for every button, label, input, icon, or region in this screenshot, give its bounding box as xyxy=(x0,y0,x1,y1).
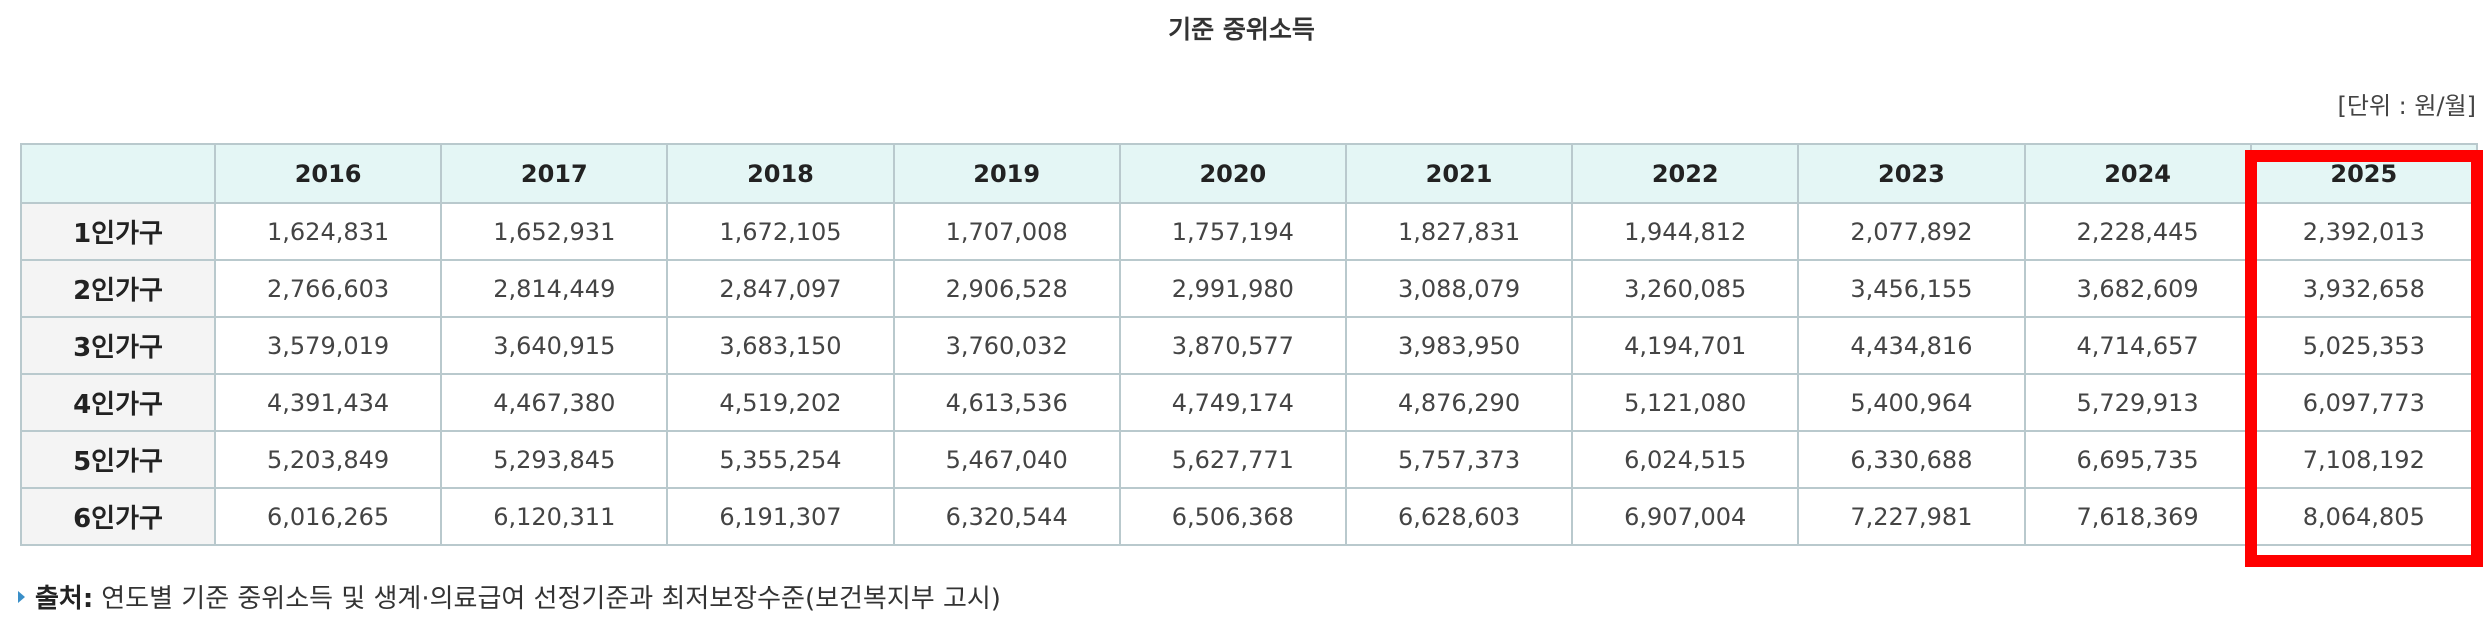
row-label: 1인가구 xyxy=(20,202,216,261)
table-cell: 4,434,816 xyxy=(1797,316,2026,375)
table-cell: 3,983,950 xyxy=(1344,316,1574,375)
table-cell: 3,579,019 xyxy=(213,316,443,375)
table-cell: 1,707,008 xyxy=(892,202,1121,261)
table-cell: 5,400,964 xyxy=(1797,373,2026,432)
table-cell: 5,757,373 xyxy=(1344,430,1574,489)
table-row: 1인가구 1,624,831 1,652,931 1,672,105 1,707… xyxy=(20,202,2478,261)
table-cell: 6,120,311 xyxy=(440,487,669,546)
table-row: 2인가구 2,766,603 2,814,449 2,847,097 2,906… xyxy=(20,259,2478,318)
table-cell: 2,991,980 xyxy=(1118,259,1347,318)
table-cell: 6,024,515 xyxy=(1571,430,1800,489)
table-cell: 3,932,658 xyxy=(2249,259,2478,318)
row-label: 5인가구 xyxy=(20,430,216,489)
table-row: 3인가구 3,579,019 3,640,915 3,683,150 3,760… xyxy=(20,316,2478,375)
table-cell: 7,618,369 xyxy=(2023,487,2252,546)
table-cell: 6,320,544 xyxy=(892,487,1121,546)
table-cell: 4,391,434 xyxy=(213,373,443,432)
table-cell: 5,293,845 xyxy=(440,430,669,489)
source-text: 연도별 기준 중위소득 및 생계·의료급여 선정기준과 최저보장수준(보건복지부… xyxy=(101,584,1001,614)
header-year-2020: 2020 xyxy=(1118,143,1347,204)
table-cell: 3,260,085 xyxy=(1571,259,1800,318)
header-year-2022: 2022 xyxy=(1571,143,1800,204)
table-cell: 5,203,849 xyxy=(213,430,443,489)
table-cell: 2,847,097 xyxy=(666,259,895,318)
table-row: 6인가구 6,016,265 6,120,311 6,191,307 6,320… xyxy=(20,487,2478,546)
header-year-2024: 2024 xyxy=(2023,143,2252,204)
table-cell: 4,714,657 xyxy=(2023,316,2252,375)
table-cell: 6,506,368 xyxy=(1118,487,1347,546)
table-cell: 7,227,981 xyxy=(1797,487,2026,546)
table-cell: 3,456,155 xyxy=(1797,259,2026,318)
header-year-2019: 2019 xyxy=(892,143,1121,204)
source-label: 출처: xyxy=(35,584,94,614)
row-label: 6인가구 xyxy=(20,487,216,546)
table-cell: 2,077,892 xyxy=(1797,202,2026,261)
table-cell: 4,519,202 xyxy=(666,373,895,432)
table-cell: 4,613,536 xyxy=(892,373,1121,432)
table-cell: 2,392,013 xyxy=(2249,202,2478,261)
header-year-2023: 2023 xyxy=(1797,143,2026,204)
table-cell: 8,064,805 xyxy=(2249,487,2478,546)
header-year-2025: 2025 xyxy=(2249,143,2478,204)
table-cell: 5,355,254 xyxy=(666,430,895,489)
median-income-table: 2016 2017 2018 2019 2020 2021 2022 2023 … xyxy=(20,143,2478,546)
table-cell: 6,907,004 xyxy=(1571,487,1800,546)
header-year-2021: 2021 xyxy=(1344,143,1574,204)
table-cell: 3,760,032 xyxy=(892,316,1121,375)
table-cell: 3,870,577 xyxy=(1118,316,1347,375)
table-cell: 5,025,353 xyxy=(2249,316,2478,375)
table-title: 기준 중위소득 xyxy=(1168,15,1315,44)
table-cell: 3,088,079 xyxy=(1344,259,1574,318)
header-corner-cell xyxy=(20,143,216,204)
table-cell: 2,228,445 xyxy=(2023,202,2252,261)
table-cell: 3,640,915 xyxy=(440,316,669,375)
source-note: 출처: 연도별 기준 중위소득 및 생계·의료급여 선정기준과 최저보장수준(보… xyxy=(18,578,1001,615)
table-cell: 6,191,307 xyxy=(666,487,895,546)
table-cell: 6,695,735 xyxy=(2023,430,2252,489)
table-cell: 4,467,380 xyxy=(440,373,669,432)
table-cell: 1,944,812 xyxy=(1571,202,1800,261)
table-cell: 7,108,192 xyxy=(2249,430,2478,489)
header-year-2017: 2017 xyxy=(440,143,669,204)
row-label: 4인가구 xyxy=(20,373,216,432)
triangle-bullet-icon xyxy=(18,590,25,603)
row-label: 2인가구 xyxy=(20,259,216,318)
table-cell: 5,467,040 xyxy=(892,430,1121,489)
table-cell: 1,652,931 xyxy=(440,202,669,261)
row-label: 3인가구 xyxy=(20,316,216,375)
table-cell: 6,330,688 xyxy=(1797,430,2026,489)
table-cell: 5,121,080 xyxy=(1571,373,1800,432)
table-cell: 4,876,290 xyxy=(1344,373,1574,432)
table-cell: 1,827,831 xyxy=(1344,202,1574,261)
table-cell: 3,682,609 xyxy=(2023,259,2252,318)
unit-label: [단위 : 원/월] xyxy=(2337,92,2476,120)
table-cell: 1,672,105 xyxy=(666,202,895,261)
table-cell: 3,683,150 xyxy=(666,316,895,375)
table-cell: 6,016,265 xyxy=(213,487,443,546)
table-cell: 2,766,603 xyxy=(213,259,443,318)
header-row: 2016 2017 2018 2019 2020 2021 2022 2023 … xyxy=(20,143,2478,204)
table-cell: 4,194,701 xyxy=(1571,316,1800,375)
table-cell: 6,097,773 xyxy=(2249,373,2478,432)
table-cell: 1,757,194 xyxy=(1118,202,1347,261)
table-row: 4인가구 4,391,434 4,467,380 4,519,202 4,613… xyxy=(20,373,2478,432)
table-cell: 4,749,174 xyxy=(1118,373,1347,432)
header-year-2018: 2018 xyxy=(666,143,895,204)
table-row: 5인가구 5,203,849 5,293,845 5,355,254 5,467… xyxy=(20,430,2478,489)
header-year-2016: 2016 xyxy=(213,143,443,204)
table-cell: 5,729,913 xyxy=(2023,373,2252,432)
table-cell: 2,906,528 xyxy=(892,259,1121,318)
table-cell: 5,627,771 xyxy=(1118,430,1347,489)
table-cell: 6,628,603 xyxy=(1344,487,1574,546)
table-cell: 1,624,831 xyxy=(213,202,443,261)
table-cell: 2,814,449 xyxy=(440,259,669,318)
